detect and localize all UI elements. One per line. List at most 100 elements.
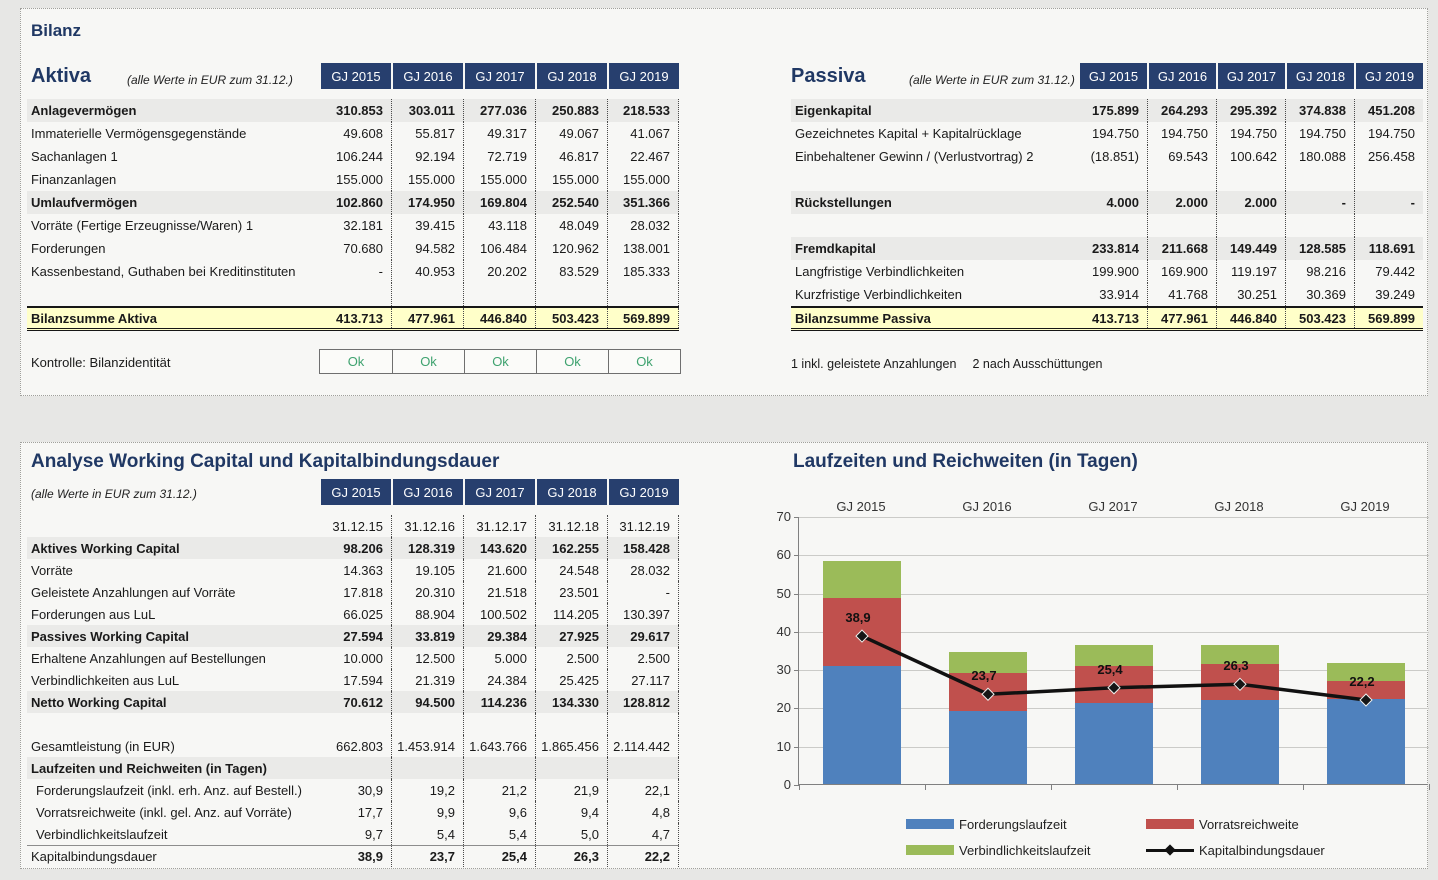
- row-label: Rückstellungen: [795, 195, 892, 210]
- y-tick-label: 30: [776, 662, 791, 678]
- y-tick-mark: [794, 517, 799, 518]
- table-row: Gezeichnetes Kapital + Kapitalrücklage 19…: [791, 122, 1423, 145]
- legend-swatch-blue: [906, 819, 954, 829]
- table-row: Laufzeiten und Reichweiten (in Tagen): [27, 757, 679, 779]
- cell-value: [463, 757, 535, 779]
- cell-value: 119.197: [1216, 260, 1285, 283]
- cell-value: 451.208: [1354, 99, 1423, 122]
- cell-value: 98.206: [343, 540, 383, 556]
- passiva-subtitle: (alle Werte in EUR zum 31.12.): [909, 73, 1075, 87]
- chart-title: Laufzeiten und Reichweiten (in Tagen): [793, 451, 1138, 472]
- cell-value: [1285, 214, 1354, 237]
- cell-value: 43.118: [463, 214, 535, 237]
- cell-value: -: [607, 581, 679, 603]
- cell-value: 32.181: [343, 218, 383, 233]
- cell-value: 27.925: [535, 625, 607, 647]
- legend-swatch-green: [906, 845, 954, 855]
- cell-value: 264.293: [1147, 99, 1216, 122]
- cell-value: 21,2: [463, 779, 535, 801]
- cell-value: [391, 283, 463, 306]
- row-label: Vorräte (Fertige Erzeugnisse/Waren) 1: [31, 218, 254, 233]
- cell-value: 194.750: [1147, 122, 1216, 145]
- line-data-label: 26,3: [1223, 658, 1249, 674]
- chart-legend: Forderungslaufzeit Vorratsreichweite Ver…: [906, 811, 1325, 863]
- balance-check-cell: Ok: [608, 350, 680, 373]
- cell-value: 29.617: [607, 625, 679, 647]
- table-row: Kurzfristige Verbindlichkeiten 33.914 41.7…: [791, 283, 1423, 306]
- legend-label: Vorratsreichweite: [1199, 816, 1299, 832]
- date-cell: 31.12.16: [391, 515, 463, 537]
- row-label: Sachanlagen 1: [31, 149, 118, 164]
- cell-value: [319, 283, 391, 306]
- table-row: Bilanzsumme Passiva 413.713 477.961 446.840…: [791, 306, 1423, 331]
- cell-value: 41.067: [607, 122, 679, 145]
- table-row: Vorratsreichweite (inkl. gel. Anz. auf V…: [27, 801, 679, 823]
- cell-value: 39.249: [1354, 283, 1423, 306]
- cell-value: [1147, 214, 1216, 237]
- line-data-label: 23,7: [971, 668, 997, 684]
- cell-value: 2.000: [1216, 191, 1285, 214]
- cell-value: 24.384: [463, 669, 535, 691]
- cell-value: 21.518: [463, 581, 535, 603]
- cell-value: [391, 713, 463, 735]
- cell-value: 14.363: [343, 562, 383, 578]
- legend-item-forderungslaufzeit: Forderungslaufzeit: [906, 811, 1146, 837]
- year-header: GJ 2016: [1147, 63, 1216, 89]
- table-row: Verbindlichkeiten aus LuL 17.594 21.319 24.…: [27, 669, 679, 691]
- cell-value: 17.818: [343, 584, 383, 600]
- row-label: Forderungen: [31, 241, 106, 256]
- x-category-label: GJ 2017: [1088, 499, 1138, 514]
- table-row: Erhaltene Anzahlungen auf Bestellungen 10…: [27, 647, 679, 669]
- cell-value: 49.608: [343, 126, 383, 141]
- working-capital-panel: Analyse Working Capital und Kapitalbindu…: [20, 442, 1430, 869]
- x-tick-mark: [1177, 784, 1178, 790]
- row-label: Vorratsreichweite (inkl. gel. Anz. auf V…: [36, 804, 292, 820]
- year-header: GJ 2016: [391, 479, 463, 505]
- row-label: Bilanzsumme Aktiva: [31, 310, 157, 326]
- table-row: Sachanlagen 1 106.244 92.194 72.719 46.817 22…: [27, 145, 679, 168]
- cell-value: 4.000: [1106, 195, 1139, 210]
- table-row: Immaterielle Vermögensgegenstände 49.608 5…: [27, 122, 679, 145]
- cell-value: 128.319: [391, 537, 463, 559]
- date-cell: 31.12.19: [607, 515, 679, 537]
- cell-value: 33.914: [1099, 287, 1139, 302]
- legend-label: Forderungslaufzeit: [959, 816, 1067, 832]
- x-category-label: GJ 2018: [1214, 499, 1264, 514]
- year-header-row: GJ 2015 GJ 2016 GJ 2017 GJ 2018 GJ 2019: [791, 63, 1423, 89]
- aktiva-subtitle: (alle Werte in EUR zum 31.12.): [127, 73, 293, 87]
- row-label: Geleistete Anzahlungen auf Vorräte: [31, 584, 236, 600]
- year-header: GJ 2017: [1216, 63, 1285, 89]
- chart-value-axis: 0 10 20 30 40 50 60 70: [758, 509, 791, 792]
- x-tick-mark: [1429, 784, 1430, 790]
- cell-value: [535, 283, 607, 306]
- cell-value: 19.105: [391, 559, 463, 581]
- table-row: Passives Working Capital 27.594 33.819 29.3…: [27, 625, 679, 647]
- cell-value: 199.900: [1092, 264, 1139, 279]
- cell-value: 39.415: [391, 214, 463, 237]
- row-label: Finanzanlagen: [31, 172, 117, 187]
- cell-value: 2.000: [1147, 191, 1216, 214]
- working-capital-title: Analyse Working Capital und Kapitalbindu…: [31, 451, 500, 472]
- cell-value: [1216, 168, 1285, 191]
- balance-check-cell: Ok: [464, 350, 536, 373]
- row-label: Netto Working Capital: [31, 694, 167, 710]
- cell-value: [1078, 168, 1147, 191]
- table-row: Umlaufvermögen 102.860 174.950 169.804 252.5…: [27, 191, 679, 214]
- x-tick-mark: [1051, 784, 1052, 790]
- cell-value: 72.719: [463, 145, 535, 168]
- cell-value: 70.680: [343, 241, 383, 256]
- table-row: Rückstellungen 4.000 2.000 2.000- -: [791, 191, 1423, 214]
- bilanz-panel: Bilanz Aktiva (alle Werte in EUR zum 31.…: [20, 8, 1428, 396]
- cell-value: 17,7: [357, 804, 383, 820]
- cell-value: 22.467: [607, 145, 679, 168]
- table-row: Langfristige Verbindlichkeiten 199.900 169…: [791, 260, 1423, 283]
- balance-check-row: Ok Ok Ok Ok Ok: [319, 349, 681, 374]
- cell-value: 9,6: [463, 801, 535, 823]
- cell-value: 10.000: [343, 650, 383, 666]
- aktiva-table: GJ 2015 GJ 2016 GJ 2017 GJ 2018 GJ 2019 Anlag…: [27, 63, 679, 331]
- row-label: Anlagevermögen: [31, 103, 137, 118]
- cell-value: 9,9: [391, 801, 463, 823]
- y-tick-mark: [794, 708, 799, 710]
- cell-value: -: [378, 264, 383, 279]
- table-row: Vorräte 14.363 19.105 21.600 24.548 28.032: [27, 559, 679, 581]
